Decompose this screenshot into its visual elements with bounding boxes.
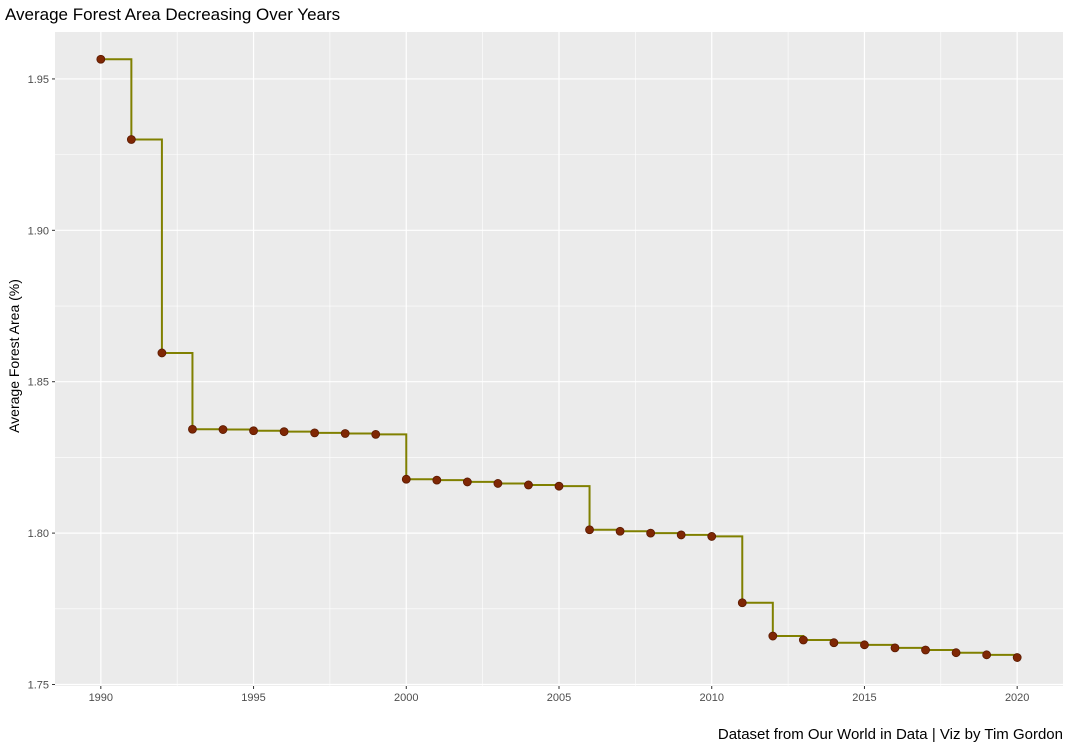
y-tick-label: 1.95 (28, 74, 49, 86)
data-point (401, 474, 411, 484)
data-point (188, 424, 197, 434)
data-point (157, 348, 167, 358)
x-tick-label: 2005 (547, 692, 571, 704)
y-axis: 1.75 1.80 1.85 1.90 1.95 (28, 74, 55, 691)
data-point (279, 427, 289, 437)
data-point (96, 54, 106, 64)
data-point (371, 429, 381, 439)
data-point (432, 475, 442, 485)
x-tick-label: 1995 (241, 692, 265, 704)
chart-caption: Dataset from Our World in Data | Viz by … (717, 726, 1063, 743)
data-point (737, 598, 747, 608)
data-point (951, 648, 961, 658)
chart-title: Average Forest Area Decreasing Over Year… (5, 5, 341, 24)
x-tick-label: 2010 (699, 692, 723, 704)
data-point (462, 477, 472, 487)
data-point (829, 638, 839, 648)
y-tick-label: 1.75 (28, 679, 49, 691)
data-point (860, 640, 869, 650)
x-tick-label: 2015 (852, 692, 876, 704)
data-point (340, 429, 350, 438)
data-point (798, 635, 808, 645)
data-point (615, 526, 625, 536)
data-point (554, 481, 564, 491)
data-point (890, 643, 900, 653)
y-tick-label: 1.80 (28, 528, 49, 540)
x-tick-label: 2020 (1005, 692, 1029, 704)
data-point (249, 426, 258, 436)
data-point (310, 428, 320, 438)
data-point (768, 631, 778, 641)
y-axis-label: Average Forest Area (%) (6, 279, 22, 433)
data-point (126, 135, 136, 144)
data-point (707, 532, 717, 541)
y-tick-label: 1.90 (28, 225, 49, 237)
data-point (921, 645, 930, 655)
x-axis: 1990 1995 2000 2005 2010 2015 2020 (89, 686, 1029, 704)
x-tick-label: 1990 (89, 692, 113, 704)
data-point (218, 425, 228, 434)
data-point (646, 528, 656, 538)
data-point (524, 480, 533, 490)
data-points (96, 54, 1022, 662)
x-tick-label: 2000 (394, 692, 418, 704)
data-point (982, 650, 992, 660)
data-point (493, 479, 503, 488)
data-point (1012, 653, 1022, 662)
major-gridlines (55, 32, 1063, 686)
data-point (585, 525, 594, 535)
data-point (676, 530, 686, 540)
y-tick-label: 1.85 (28, 377, 49, 389)
